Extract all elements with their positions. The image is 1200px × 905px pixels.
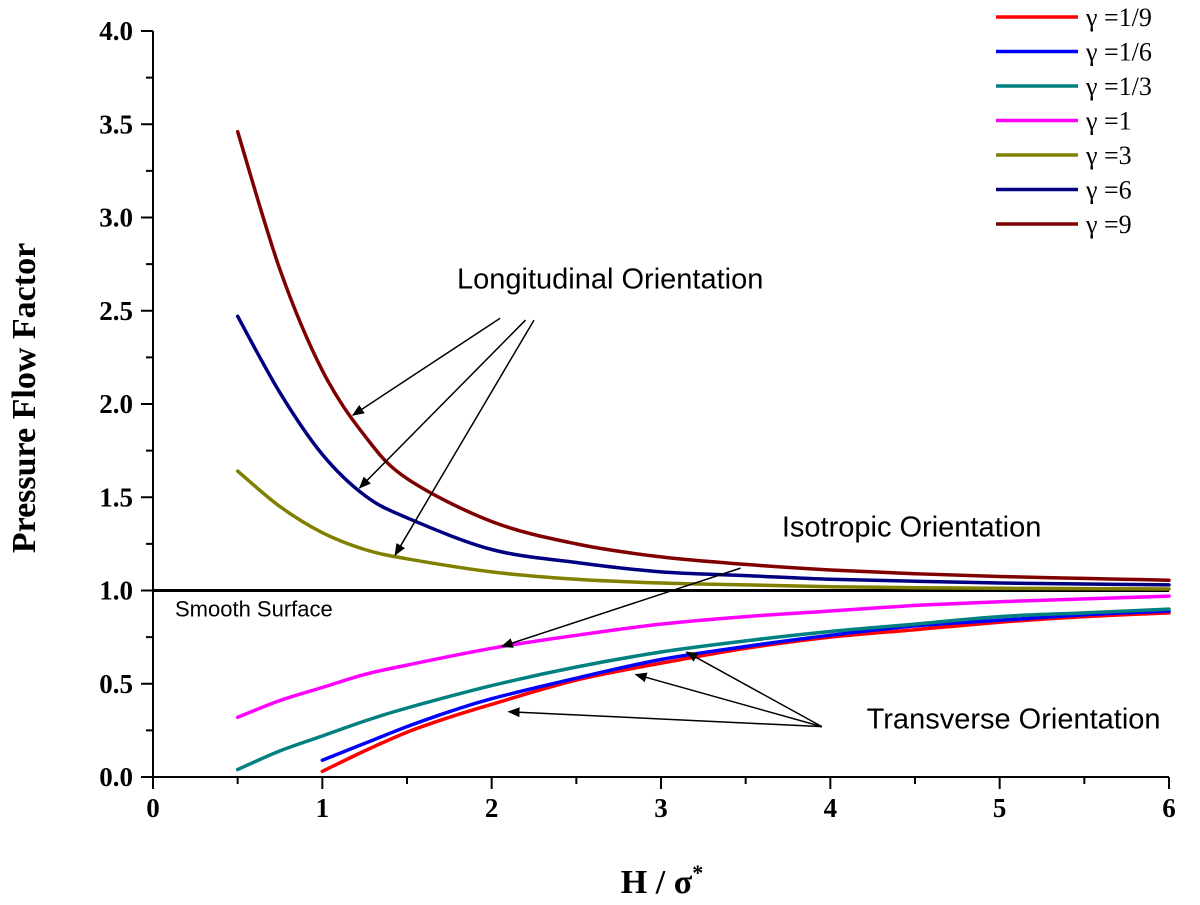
x-tick-label: 4 [824,793,838,823]
x-tick-label: 6 [1162,793,1176,823]
series-line-6 [235,129,1171,582]
annotation-label-1: Isotropic Orientation [782,511,1042,543]
y-axis-title: Pressure Flow Factor [6,243,43,553]
y-tick-label: 3.0 [99,203,133,233]
annotation-arrow-2-1 [634,672,823,728]
legend-label-5: γ =6 [1085,176,1132,205]
series-line-1 [320,609,1171,762]
legend-label-3: γ =1 [1085,107,1132,136]
x-axis-title-main: H / σ [621,864,693,901]
series-line-5 [235,314,1171,587]
annotation-label-2: Transverse Orientation [867,704,1161,736]
x-axis-title: H / σ* [621,860,703,901]
annotation-arrow-2-2 [507,707,822,728]
x-axis-title-superscript: * [692,860,703,885]
series-group [235,129,1171,774]
reference-line-group: Smooth Surface [153,589,1169,622]
legend-label-0: γ =1/9 [1085,3,1152,32]
annotations: Longitudinal Orientation Isotropic Orient… [351,263,1161,736]
y-tick-label: 3.5 [99,109,133,139]
series-line-0 [320,611,1171,774]
y-tick-label: 0.0 [99,762,133,792]
x-tick-label: 3 [654,793,668,823]
x-tick-label: 5 [993,793,1007,823]
x-tick-label: 1 [316,793,330,823]
y-tick-label: 2.0 [99,389,133,419]
legend-label-4: γ =3 [1085,141,1132,170]
y-tick-label: 1.5 [99,482,133,512]
legend-label-6: γ =9 [1085,210,1132,239]
axes: 0 1 2 3 4 5 6 0.0 0.5 1.0 1.5 2.0 2.5 3.0 3.5 4.0 [99,16,1176,823]
annotation-arrow-0-2 [394,319,535,556]
annotation-arrow-0-1 [358,319,527,489]
series-line-2 [235,607,1171,772]
annotation-arrow-0-0 [351,317,501,416]
x-tick-label: 2 [485,793,499,823]
y-tick-label: 0.5 [99,669,133,699]
smooth-surface-label: Smooth Surface [175,597,333,622]
y-tick-label: 2.5 [99,296,133,326]
y-tick-label: 4.0 [99,16,133,46]
annotation-arrow-1-0 [500,567,741,648]
series-line-4 [235,469,1171,591]
x-tick-label: 0 [146,793,160,823]
y-tick-label: 1.0 [99,576,133,606]
series-line-3 [235,594,1171,720]
annotation-arrow-2-0 [685,651,823,728]
legend: γ =1/9 γ =1/6 γ =1/3 γ =1 γ =3 γ =6 γ =9 [996,3,1152,239]
legend-label-2: γ =1/3 [1085,72,1152,101]
annotation-label-0: Longitudinal Orientation [457,263,763,295]
legend-label-1: γ =1/6 [1085,38,1152,67]
